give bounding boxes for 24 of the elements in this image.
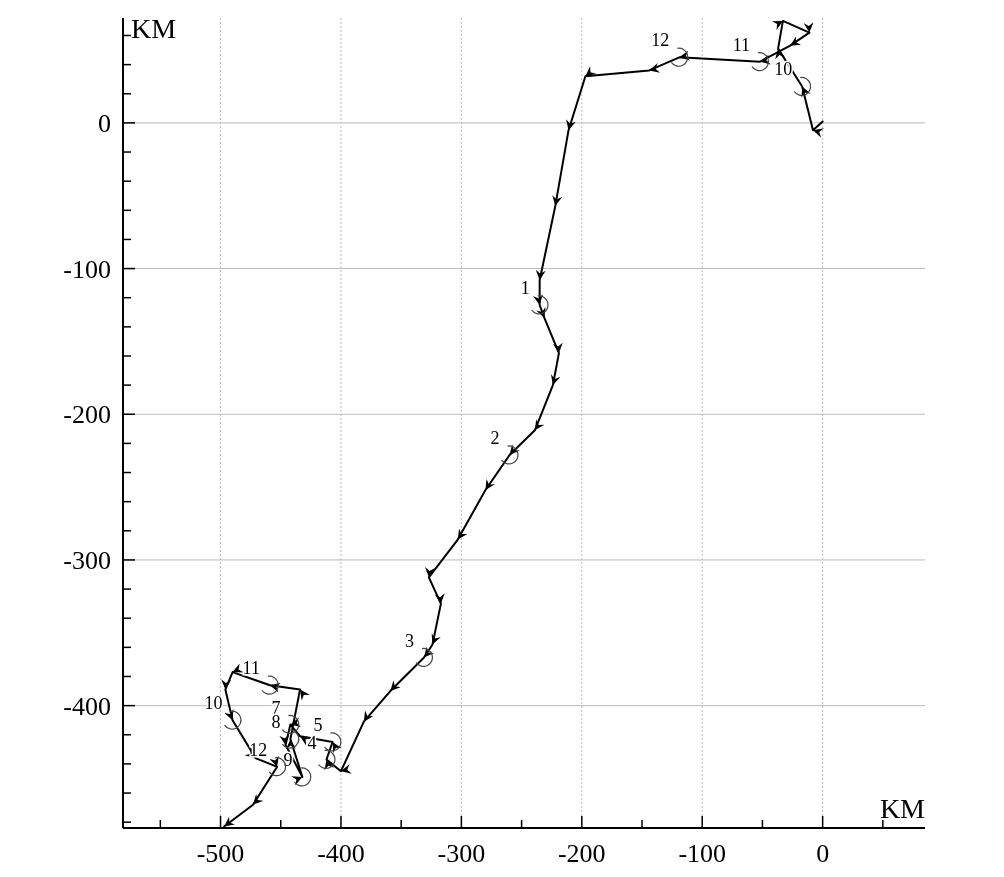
x-tick-label: -200 [557,839,606,868]
annotation: 3 [405,630,415,651]
annotation: 9 [283,750,293,771]
x-axis-title: KM [879,793,926,824]
y-tick-label: -400 [63,691,111,721]
x-tick-label: -300 [437,839,486,868]
annotation: 5 [313,715,323,736]
y-tick-label: -200 [63,400,111,430]
annotation: 10 [204,693,223,714]
y-tick-label: -300 [63,545,111,575]
y-tick-label: 0 [98,108,111,138]
x-tick-label: -400 [317,839,365,868]
annotation: 12 [651,30,670,51]
annotation: 11 [732,34,751,55]
y-axis-title: KM [131,13,177,44]
annotation: 1 [520,278,530,298]
annotation: 10 [774,59,793,80]
annotation: 11 [242,658,260,679]
annotation: 12 [249,739,268,760]
annotation: 2 [490,428,500,449]
x-tick-label: -500 [196,839,245,868]
y-tick-label: -100 [63,254,111,284]
x-tick-label: -100 [678,839,727,868]
x-tick-label: 0 [816,839,830,868]
